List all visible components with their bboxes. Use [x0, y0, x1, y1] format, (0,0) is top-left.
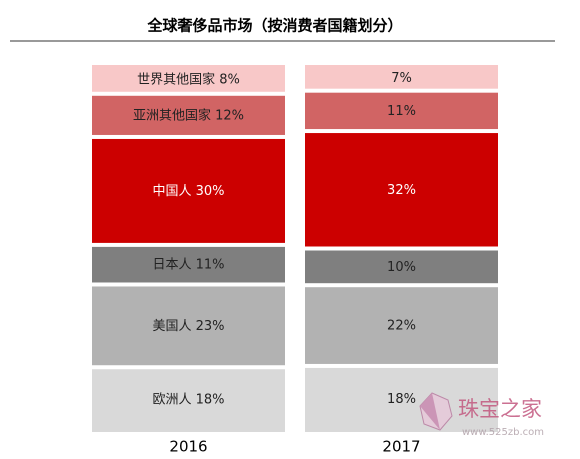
series-name: 欧洲人	[152, 392, 191, 407]
value-label: 18%	[196, 392, 225, 407]
bar-segment	[305, 287, 498, 364]
watermark-icon-facet	[420, 393, 440, 430]
bar-segment	[305, 367, 498, 432]
watermark-text: 珠宝之家	[458, 397, 542, 421]
data-label: 11%	[387, 103, 416, 118]
watermark-url: www.525zb.com	[462, 427, 544, 438]
bar-segment	[305, 250, 498, 284]
value-label: 10%	[387, 259, 416, 274]
data-label: 欧洲人 18%	[152, 392, 224, 407]
data-label: 中国人 30%	[152, 183, 224, 198]
value-label: 30%	[196, 183, 225, 198]
chart-title: 全球奢侈品市场（按消费者国籍划分）	[146, 17, 402, 35]
value-label: 11%	[387, 103, 416, 118]
bar-segment	[92, 369, 285, 432]
data-label: 美国人 23%	[152, 318, 224, 333]
value-label: 8%	[219, 72, 240, 87]
value-label: 12%	[215, 108, 244, 123]
bar-segment	[92, 65, 285, 92]
data-label: 18%	[387, 391, 416, 406]
value-label: 11%	[196, 257, 225, 272]
series-name: 日本人	[152, 257, 191, 272]
data-label: 7%	[391, 70, 412, 85]
data-label: 世界其他国家 8%	[137, 71, 240, 87]
series-name: 世界其他国家	[137, 71, 215, 87]
value-label: 22%	[387, 318, 416, 333]
x-tick-label: 2016	[169, 438, 207, 456]
data-label: 亚洲其他国家 12%	[133, 107, 244, 123]
bar-segment	[92, 286, 285, 366]
data-label: 22%	[387, 318, 416, 333]
bar-segment	[305, 65, 498, 89]
data-label: 日本人 11%	[152, 257, 224, 272]
data-label: 10%	[387, 259, 416, 274]
bar-segment	[92, 95, 285, 135]
watermark: 珠宝之家 www.525zb.com	[419, 392, 544, 438]
bar-segment	[92, 246, 285, 283]
data-label: 32%	[387, 182, 416, 197]
series-name: 亚洲其他国家	[133, 107, 211, 123]
value-label: 18%	[387, 391, 416, 406]
bar-segment	[305, 92, 498, 130]
x-tick-label: 2017	[382, 438, 420, 456]
series-name: 中国人	[152, 183, 191, 198]
bar-segment	[305, 133, 498, 247]
bar-segment	[92, 138, 285, 243]
value-label: 23%	[196, 318, 225, 333]
value-label: 32%	[387, 182, 416, 197]
value-label: 7%	[391, 70, 412, 85]
series-name: 美国人	[152, 318, 191, 333]
